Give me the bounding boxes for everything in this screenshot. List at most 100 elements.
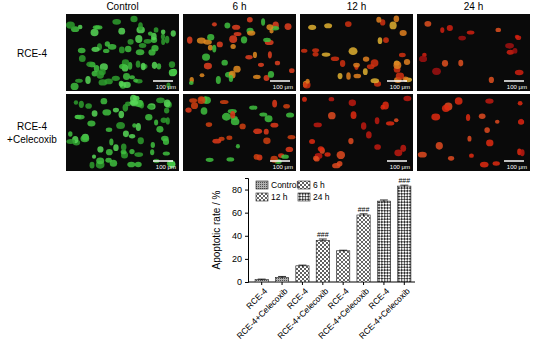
cell	[396, 73, 404, 80]
y-axis: 020406080	[232, 179, 249, 288]
cell	[136, 123, 141, 131]
cell	[201, 107, 208, 115]
cell	[516, 35, 522, 40]
cell	[386, 121, 394, 125]
row-label: +Celecoxib	[7, 134, 57, 145]
error-bar	[258, 279, 266, 280]
cell	[198, 96, 206, 104]
cell	[283, 104, 290, 109]
cell	[112, 19, 121, 25]
cell	[245, 55, 252, 59]
cell	[119, 111, 125, 118]
cell	[208, 45, 213, 51]
error-bar	[278, 276, 286, 278]
scale-bar-label: 100 μm	[273, 84, 293, 90]
cell	[489, 77, 494, 83]
cell	[151, 45, 158, 51]
cell	[375, 117, 380, 124]
cell	[240, 124, 246, 130]
cell	[467, 136, 471, 142]
cell	[134, 152, 143, 157]
cell	[322, 52, 331, 56]
cell	[285, 23, 292, 30]
cell	[253, 75, 261, 79]
cell	[206, 122, 212, 127]
cell	[189, 98, 197, 103]
cell	[351, 111, 357, 119]
error-bar	[360, 214, 368, 216]
y-axis-title: Apoptotic rate / %	[211, 190, 222, 269]
cell	[185, 107, 191, 112]
cell	[440, 27, 444, 33]
cell	[87, 121, 95, 127]
micrograph: 100 μm	[300, 94, 413, 171]
cell	[374, 144, 381, 150]
column-label: 12 h	[347, 1, 366, 12]
cell	[96, 71, 104, 79]
cell	[418, 152, 427, 158]
cell	[216, 76, 221, 84]
legend-swatch	[298, 181, 310, 189]
micrograph: 100 μm	[66, 94, 179, 171]
cell	[305, 79, 309, 84]
legend-swatch	[256, 181, 268, 189]
cell	[286, 147, 294, 152]
cell	[92, 155, 96, 159]
cell	[226, 136, 232, 140]
cell	[161, 29, 166, 34]
cell	[90, 162, 95, 169]
cell	[371, 78, 380, 83]
legend-label: 6 h	[313, 180, 325, 190]
error-bar	[319, 239, 327, 242]
annotation: ###	[358, 206, 370, 213]
cell	[128, 39, 134, 45]
micrograph-background	[300, 14, 413, 91]
cell	[312, 48, 319, 52]
scale-bar	[153, 160, 173, 162]
cell	[157, 63, 162, 69]
cell	[80, 135, 89, 142]
legend-label: Control	[271, 180, 299, 190]
cell	[133, 96, 140, 101]
x-tick-label: RCE-4+Celecoxib	[357, 286, 412, 341]
cell	[125, 46, 132, 53]
cell	[156, 97, 165, 103]
cell	[116, 122, 125, 129]
bar	[296, 266, 309, 282]
cell	[469, 153, 474, 157]
cell	[467, 31, 475, 35]
scale-bar-label: 100 μm	[273, 164, 293, 170]
cell	[258, 63, 264, 67]
cell	[394, 118, 399, 122]
cell	[161, 39, 165, 45]
cell	[270, 123, 278, 128]
cell	[85, 76, 90, 84]
x-tick-mark	[282, 282, 283, 285]
cell	[145, 114, 152, 120]
cell	[253, 52, 257, 58]
micrograph-background	[417, 14, 530, 91]
cell	[247, 17, 253, 22]
scale-bar-label: 100 μm	[390, 84, 410, 90]
legend-label: 12 h	[271, 192, 288, 202]
cell	[447, 25, 453, 31]
cell	[349, 100, 356, 107]
cell	[129, 75, 135, 79]
cell	[138, 22, 143, 30]
cell	[442, 60, 448, 67]
cell	[455, 97, 463, 105]
cell	[266, 24, 273, 30]
cell	[496, 28, 502, 32]
column-label: 6 h	[233, 1, 247, 12]
cell	[486, 140, 493, 147]
cell	[74, 100, 78, 104]
cell	[378, 37, 383, 44]
cell	[241, 36, 247, 43]
micrograph: 100 μm	[300, 14, 413, 91]
cell	[263, 138, 270, 145]
scale-bar	[504, 160, 524, 162]
cell	[123, 73, 130, 80]
cell	[380, 105, 385, 110]
cell	[328, 112, 336, 119]
cell	[308, 25, 316, 30]
